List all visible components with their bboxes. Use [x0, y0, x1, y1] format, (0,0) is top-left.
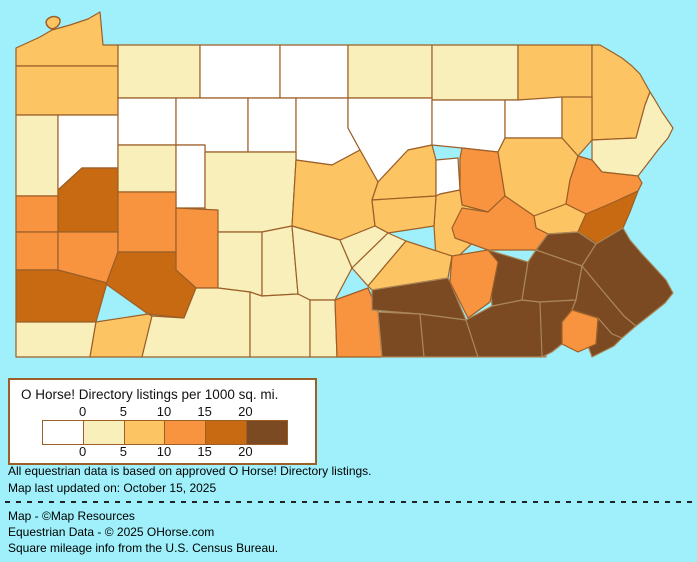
county-lawrence: [15, 195, 59, 233]
county-cambria: [217, 231, 263, 297]
legend-tick-label: 0: [79, 444, 87, 459]
county-snyder: [371, 195, 437, 234]
credit-map-source: Map - ©Map Resources: [8, 509, 135, 523]
legend-tick-label: 0: [79, 404, 87, 419]
county-clearfield: [204, 151, 297, 233]
county-greene: [15, 321, 97, 358]
legend-swatch-5: [247, 421, 287, 444]
legend-swatch-1: [83, 421, 125, 444]
legend-swatch-0: [43, 421, 84, 444]
county-perry: [367, 240, 453, 291]
county-mercer: [15, 114, 59, 197]
legend-tick-label: 10: [156, 404, 172, 419]
legend-tick-label: 15: [197, 404, 212, 419]
credit-equestrian-data: Equestrian Data - © 2025 OHorse.com: [8, 525, 215, 539]
county-adams: [377, 311, 425, 358]
dashed-divider: [5, 501, 694, 503]
legend-color-ramp: [42, 420, 288, 445]
county-mckean: [199, 44, 281, 99]
county-forest: [117, 97, 177, 146]
legend-swatch-4: [206, 421, 248, 444]
legend-tick-label: 20: [238, 444, 253, 459]
footnote-data-basis: All equestrian data is based on approved…: [8, 464, 372, 478]
county-cameron: [247, 97, 297, 153]
county-crawford: [15, 65, 119, 116]
legend-tick-label: 10: [156, 444, 172, 459]
legend-tick-label: 15: [197, 444, 212, 459]
county-fayette: [89, 313, 153, 358]
county-washington: [15, 269, 108, 323]
county-bedford: [249, 291, 311, 358]
presque-isle-peninsula: [45, 15, 61, 30]
county-delaware: [561, 309, 599, 353]
legend-tick-label: 5: [119, 404, 127, 419]
county-bucks: [581, 227, 674, 327]
county-wyoming: [504, 96, 563, 139]
county-lackawanna: [561, 96, 593, 157]
county-fulton: [309, 299, 338, 358]
county-somerset: [141, 287, 251, 358]
county-jefferson: [175, 144, 206, 209]
county-tioga: [347, 44, 433, 99]
legend-tick-labels-bottom: 0 5 10 15 20: [10, 444, 315, 459]
pennsylvania-county-map: [15, 11, 674, 358]
county-dauphin: [449, 249, 499, 319]
county-choropleth-layer: [15, 11, 674, 358]
county-warren: [117, 44, 201, 99]
legend-tick-label: 20: [238, 404, 253, 419]
county-centre: [291, 149, 379, 241]
county-susquehanna: [517, 44, 593, 101]
legend-title: O Horse! Directory listings per 1000 sq.…: [21, 387, 279, 402]
footnote-updated: Map last updated on: October 15, 2025: [8, 481, 217, 495]
county-beaver: [15, 231, 59, 271]
legend-swatch-3: [165, 421, 207, 444]
county-armstrong: [117, 191, 177, 253]
legend: O Horse! Directory listings per 1000 sq.…: [8, 378, 317, 465]
county-elk: [175, 97, 249, 153]
county-bradford: [431, 44, 519, 101]
credit-square-mileage: Square mileage info from the U.S. Census…: [8, 541, 279, 555]
county-sullivan: [431, 99, 506, 153]
legend-swatch-2: [124, 421, 166, 444]
legend-tick-label: 5: [119, 444, 127, 459]
county-clarion: [117, 144, 177, 193]
legend-tick-labels-top: 0 5 10 15 20: [10, 404, 315, 419]
county-erie: [15, 11, 119, 67]
county-potter: [279, 44, 349, 99]
